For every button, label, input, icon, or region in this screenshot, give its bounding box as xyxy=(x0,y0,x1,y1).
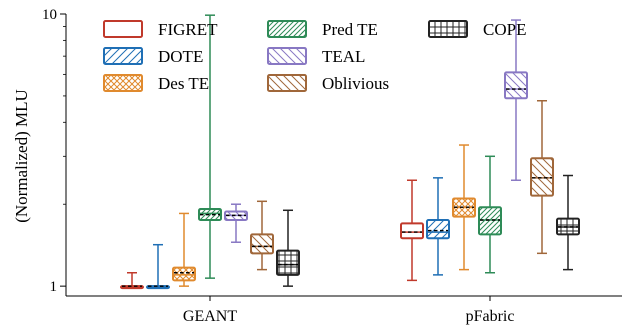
legend-item-dote: DOTE xyxy=(104,47,203,66)
legend-swatch xyxy=(104,21,142,37)
legend-swatch xyxy=(104,75,142,91)
box-figret-geant xyxy=(121,273,143,288)
box-dote-pfabric xyxy=(427,178,449,275)
legend-item-figret: FIGRET xyxy=(104,20,218,39)
box-body xyxy=(173,268,195,281)
box-body xyxy=(277,251,299,275)
legend-swatch xyxy=(268,21,306,37)
x-tick-label: GEANT xyxy=(183,308,237,325)
y-axis-label: (Normalized) MLU xyxy=(12,89,31,223)
legend-label: Pred TE xyxy=(322,20,378,39)
box-cope-geant xyxy=(277,210,299,286)
box-des-te-pfabric xyxy=(453,145,475,270)
y-tick-label: 1 xyxy=(50,279,58,295)
box-body xyxy=(505,72,527,98)
box-teal-pfabric xyxy=(505,20,527,180)
legend-swatch xyxy=(429,21,467,37)
legend-item-pred-te: Pred TE xyxy=(268,20,378,39)
legend-item-des-te: Des TE xyxy=(104,74,209,93)
box-teal-geant xyxy=(225,204,247,242)
legend-swatch xyxy=(268,48,306,64)
box-pred-te-pfabric xyxy=(479,156,501,272)
box-body xyxy=(479,207,501,234)
box-figret-pfabric xyxy=(401,180,423,280)
box-dote-geant xyxy=(147,245,169,288)
legend-swatch xyxy=(104,48,142,64)
box-oblivious-pfabric xyxy=(531,101,553,254)
box-oblivious-geant xyxy=(251,201,273,269)
box-body xyxy=(531,158,553,195)
legend-item-oblivious: Oblivious xyxy=(268,74,389,93)
legend: FIGRET DOTE Des TE Pred TE TEAL Oblivious COPE xyxy=(104,20,526,93)
box-body xyxy=(401,223,423,238)
x-tick-label: pFabric xyxy=(466,308,515,325)
box-des-te-geant xyxy=(173,213,195,286)
legend-label: COPE xyxy=(483,20,526,39)
legend-item-cope: COPE xyxy=(429,20,526,39)
legend-swatch xyxy=(268,75,306,91)
box-body xyxy=(251,234,273,253)
legend-label: Des TE xyxy=(158,74,209,93)
legend-label: FIGRET xyxy=(158,20,218,39)
legend-label: Oblivious xyxy=(322,74,389,93)
legend-label: TEAL xyxy=(322,47,365,66)
y-tick-label: 10 xyxy=(42,7,57,23)
legend-label: DOTE xyxy=(158,47,203,66)
box-cope-pfabric xyxy=(557,176,579,270)
box-body xyxy=(427,220,449,238)
legend-item-teal: TEAL xyxy=(268,47,365,66)
